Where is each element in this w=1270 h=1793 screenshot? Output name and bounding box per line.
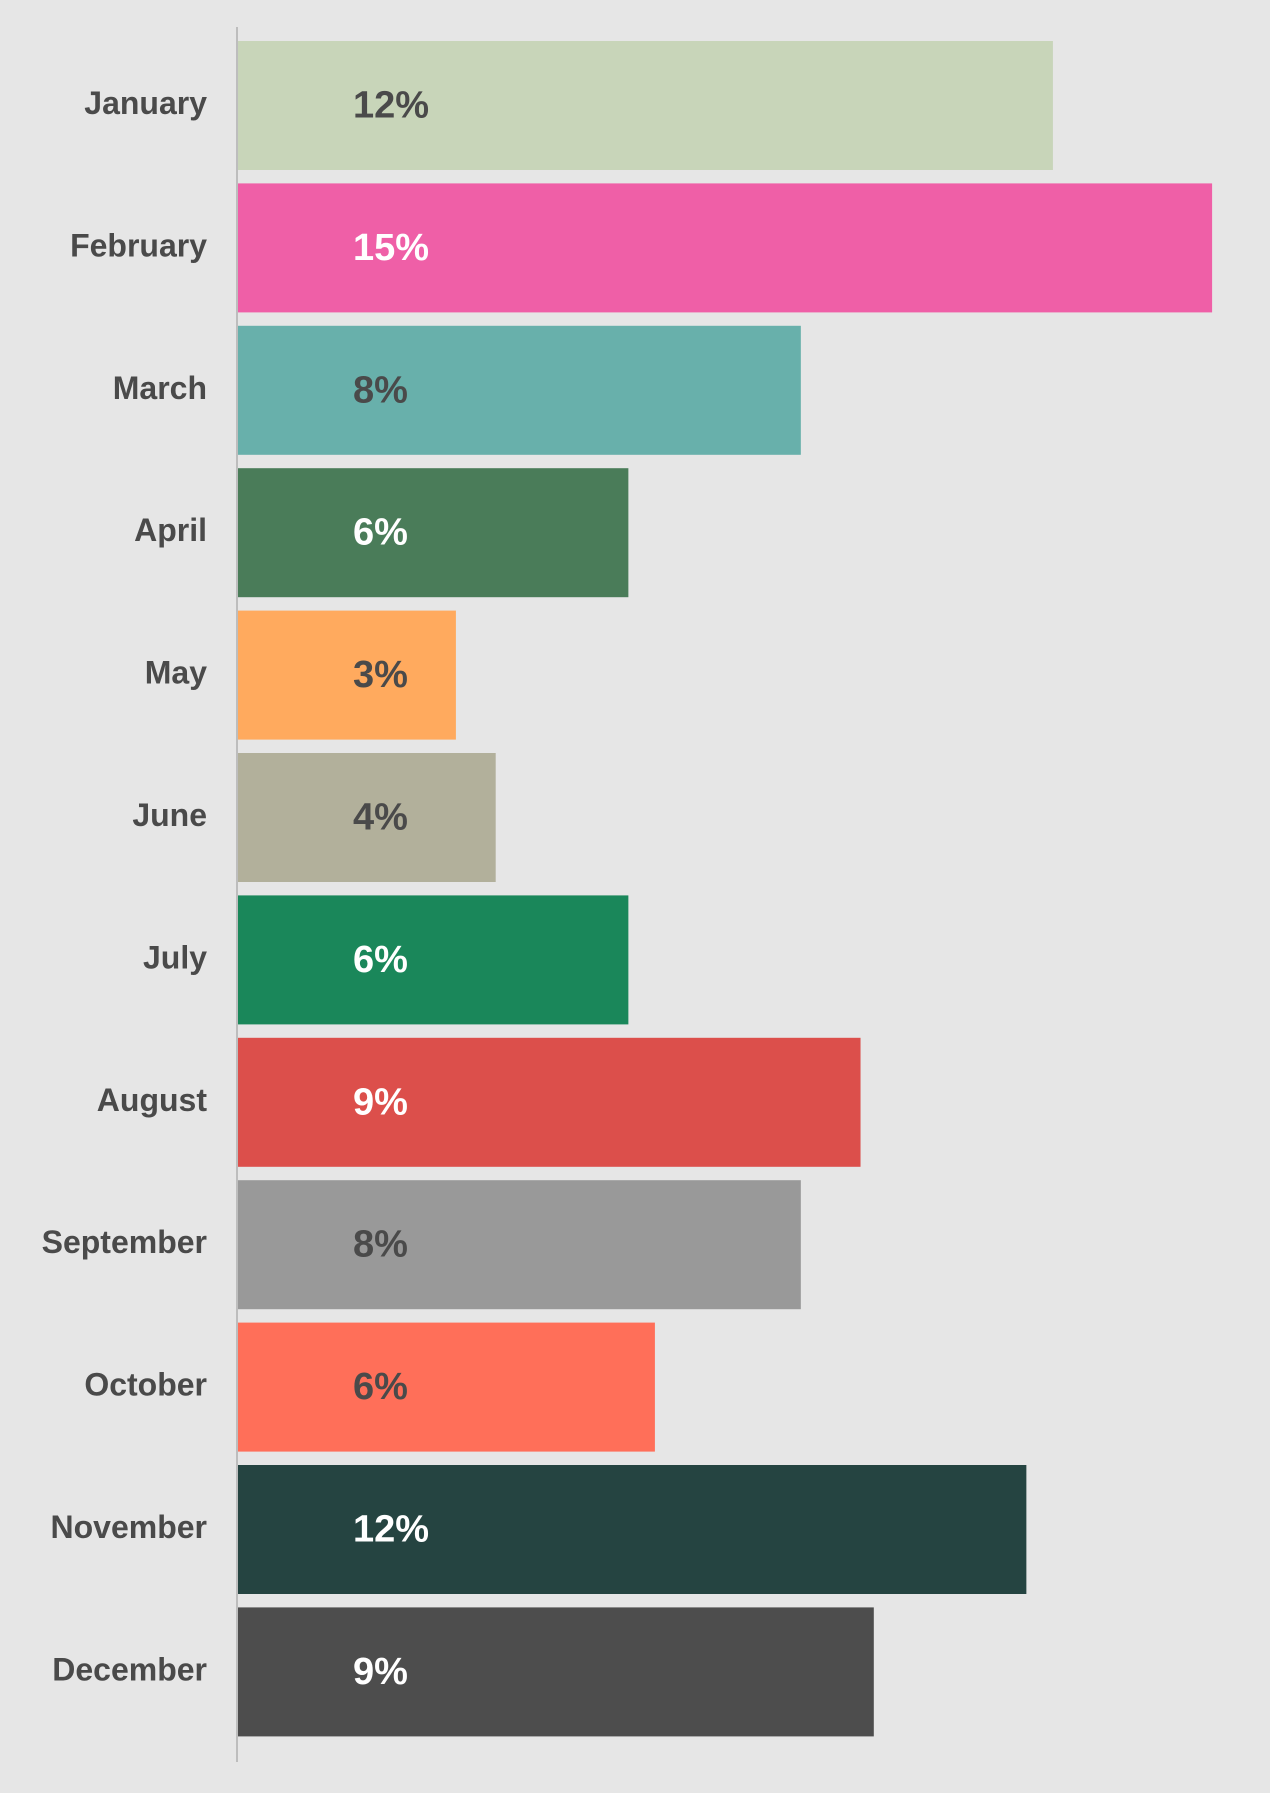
category-label: September — [42, 1224, 207, 1260]
bar — [237, 895, 629, 1025]
category-label: June — [132, 797, 207, 833]
category-label: January — [84, 85, 207, 121]
category-label: April — [134, 512, 207, 548]
bar — [237, 41, 1053, 170]
bar — [237, 1037, 861, 1167]
value-label: 6% — [353, 512, 408, 554]
value-label: 9% — [353, 1651, 408, 1693]
category-label: November — [51, 1509, 208, 1545]
bar — [237, 610, 456, 740]
bar — [237, 325, 801, 455]
category-label: August — [97, 1082, 208, 1118]
bar — [237, 183, 1213, 313]
category-label: February — [70, 227, 207, 263]
value-label: 6% — [353, 1366, 408, 1408]
value-label: 3% — [353, 654, 408, 696]
category-label: December — [52, 1651, 207, 1687]
value-label: 6% — [353, 939, 408, 981]
category-label: March — [113, 370, 207, 406]
bar — [237, 1322, 655, 1452]
bar — [237, 1465, 1027, 1594]
bar — [237, 468, 629, 598]
bar — [237, 1180, 801, 1310]
category-label: October — [84, 1367, 207, 1403]
category-label: July — [143, 939, 207, 975]
category-label: May — [145, 655, 207, 691]
value-label: 8% — [353, 369, 408, 411]
value-label: 4% — [353, 797, 408, 839]
value-label: 12% — [353, 1509, 429, 1551]
value-label: 12% — [353, 85, 429, 127]
bar — [237, 753, 496, 882]
bar — [237, 1607, 874, 1737]
value-label: 8% — [353, 1224, 408, 1266]
value-label: 9% — [353, 1081, 408, 1123]
value-label: 15% — [353, 227, 429, 269]
